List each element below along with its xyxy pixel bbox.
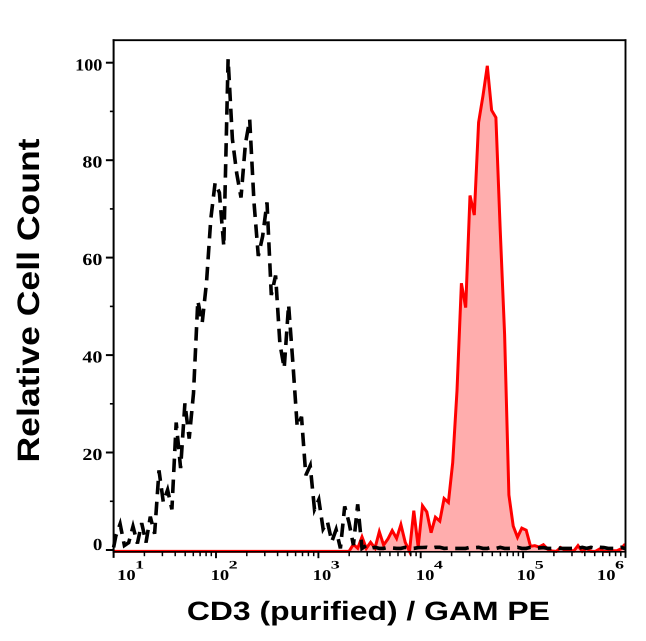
svg-text:CD3 (purified) / GAM PE: CD3 (purified) / GAM PE (187, 596, 550, 626)
svg-text:10: 10 (597, 568, 616, 584)
svg-text:Relative Cell Count: Relative Cell Count (11, 139, 46, 463)
svg-text:60: 60 (82, 250, 102, 269)
svg-text:80: 80 (82, 153, 102, 172)
svg-text:10: 10 (416, 568, 435, 584)
svg-text:6: 6 (615, 559, 624, 571)
svg-text:10: 10 (117, 568, 136, 584)
svg-text:10: 10 (211, 568, 230, 584)
svg-text:5: 5 (535, 559, 544, 571)
svg-text:2: 2 (229, 559, 238, 571)
svg-text:20: 20 (82, 445, 102, 464)
svg-text:40: 40 (82, 348, 102, 367)
svg-text:0: 0 (93, 535, 103, 554)
svg-text:10: 10 (313, 568, 332, 584)
svg-text:1: 1 (135, 559, 144, 571)
svg-text:4: 4 (434, 559, 443, 571)
svg-text:10: 10 (517, 568, 536, 584)
svg-text:100: 100 (75, 56, 102, 75)
svg-text:3: 3 (331, 559, 340, 571)
